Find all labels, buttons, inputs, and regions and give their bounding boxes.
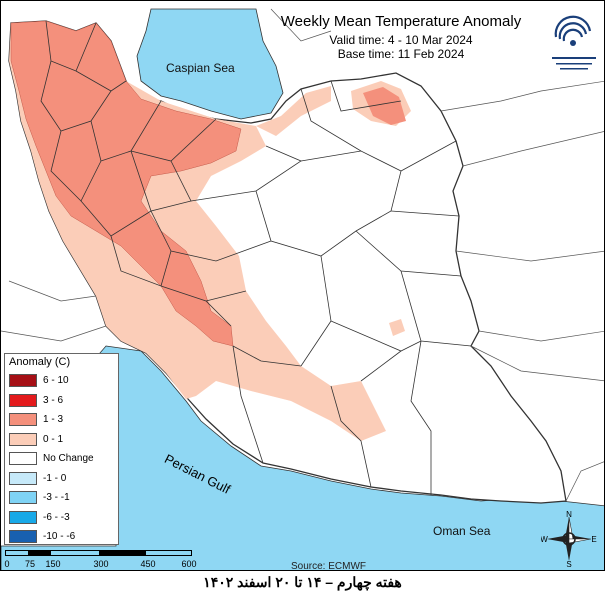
legend-item: -6 - -3 xyxy=(5,508,118,528)
anomaly-zone-1-3 xyxy=(10,20,242,347)
organization-logo xyxy=(552,15,596,70)
compass-w: W xyxy=(541,535,548,544)
legend-swatch xyxy=(9,374,37,388)
scale-tick: 0 xyxy=(4,559,10,569)
title-block: Weekly Mean Temperature Anomaly Valid ti… xyxy=(251,13,551,61)
legend-label: No Change xyxy=(43,453,94,465)
compass-rose-icon: N S E W xyxy=(541,511,597,567)
legend-swatch xyxy=(9,491,37,505)
map-frame: Caspian Sea Persian Gulf Oman Sea Weekly… xyxy=(0,0,605,571)
scale-bar-segment xyxy=(99,550,146,556)
legend-item: -3 - -1 xyxy=(5,488,118,508)
legend: Anomaly (C) 6 - 10 3 - 6 1 - 3 0 - 1 No … xyxy=(4,353,119,545)
scale-tick: 450 xyxy=(140,559,156,569)
legend-swatch xyxy=(9,413,37,427)
legend-label: -10 - -6 xyxy=(43,531,76,543)
map-title: Weekly Mean Temperature Anomaly xyxy=(280,13,522,30)
map-canvas xyxy=(1,8,604,570)
compass-e: E xyxy=(591,535,596,544)
caspian-sea-label: Caspian Sea xyxy=(166,61,235,75)
legend-swatch xyxy=(9,471,37,485)
persian-caption: هفته چهارم – ۱۴ تا ۲۰ اسفند ۱۴۰۲ xyxy=(203,574,402,590)
legend-item: 3 - 6 xyxy=(5,391,118,411)
anomaly-zone-0-1-north xyxy=(256,86,331,136)
base-time: Base time: 11 Feb 2024 xyxy=(337,47,465,61)
legend-label: 0 - 1 xyxy=(43,433,64,445)
legend-item: -10 - -6 xyxy=(5,527,118,547)
caspian-sea xyxy=(136,8,284,120)
compass-s: S xyxy=(566,560,571,567)
scale-bar-frame xyxy=(5,550,192,556)
legend-label: -1 - 0 xyxy=(43,472,67,484)
legend-label: 6 - 10 xyxy=(43,375,69,387)
scale-bar-segment xyxy=(28,550,51,556)
legend-label: -3 - -1 xyxy=(43,492,70,504)
legend-item: No Change xyxy=(5,449,118,469)
legend-swatch xyxy=(9,510,37,524)
scale-tick: 75 xyxy=(24,559,36,569)
legend-swatch xyxy=(9,452,37,466)
scale-bar: 0 75 150 300 450 600 xyxy=(4,550,205,570)
oman-sea-label: Oman Sea xyxy=(433,524,491,538)
valid-time: Valid time: 4 - 10 Mar 2024 xyxy=(329,33,473,47)
legend-item: 6 - 10 xyxy=(5,371,118,391)
legend-label: 1 - 3 xyxy=(43,414,64,426)
legend-swatch xyxy=(9,432,37,446)
legend-swatch xyxy=(9,530,37,544)
source-note: Source: ECMWF xyxy=(291,561,367,571)
scale-tick: 300 xyxy=(93,559,109,569)
neighbour-borders xyxy=(1,8,604,502)
compass-n: N xyxy=(566,511,572,519)
anomaly-zone-1-3-east xyxy=(363,87,406,125)
legend-item: 1 - 3 xyxy=(5,410,118,430)
legend-label: 3 - 6 xyxy=(43,394,64,406)
legend-item: 0 - 1 xyxy=(5,430,118,450)
province-boundaries xyxy=(40,20,472,495)
legend-swatch xyxy=(9,393,37,407)
anomaly-zone-0-1-dot xyxy=(389,319,405,336)
scale-tick: 150 xyxy=(45,559,61,569)
scale-tick: 600 xyxy=(181,559,197,569)
legend-title: Anomaly (C) xyxy=(9,356,71,368)
legend-label: -6 - -3 xyxy=(43,511,70,523)
legend-item: -1 - 0 xyxy=(5,469,118,489)
